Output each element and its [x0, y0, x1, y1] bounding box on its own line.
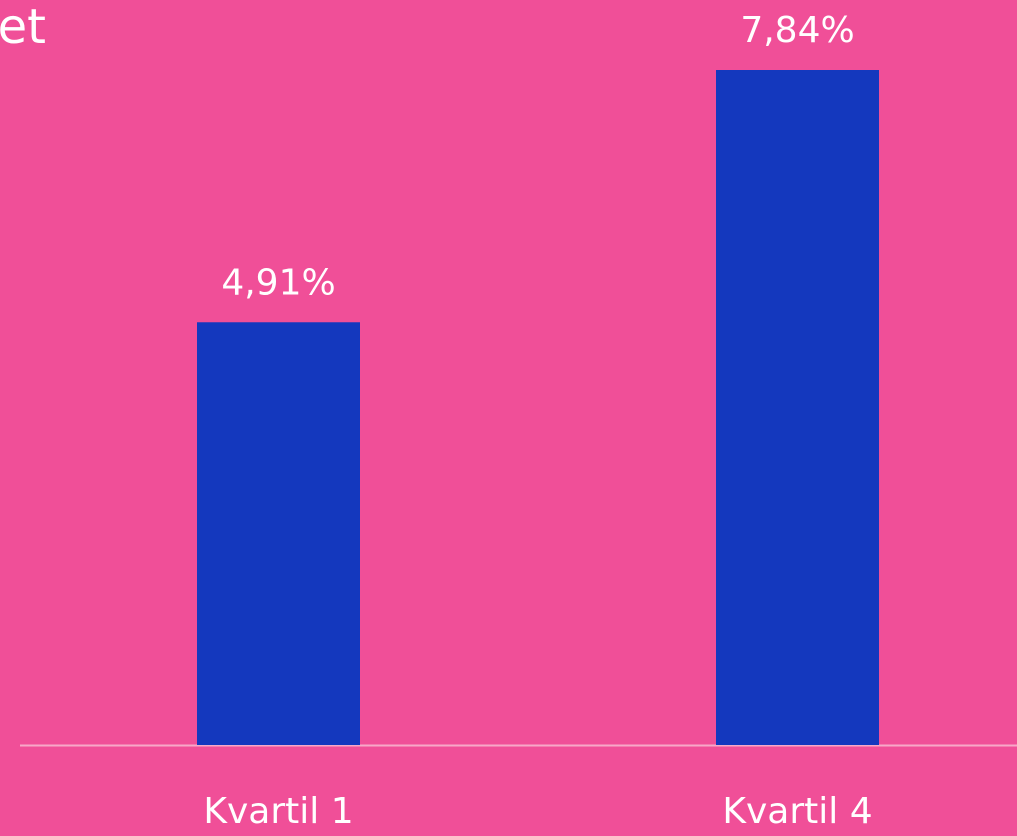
x-tick-label: Kvartil 4	[722, 791, 872, 832]
chart-title: et	[0, 0, 46, 55]
bar	[197, 322, 360, 745]
bar	[716, 70, 879, 745]
x-tick-label: Kvartil 1	[203, 791, 353, 832]
value-label: 7,84%	[740, 10, 854, 51]
value-label: 4,91%	[221, 262, 335, 303]
